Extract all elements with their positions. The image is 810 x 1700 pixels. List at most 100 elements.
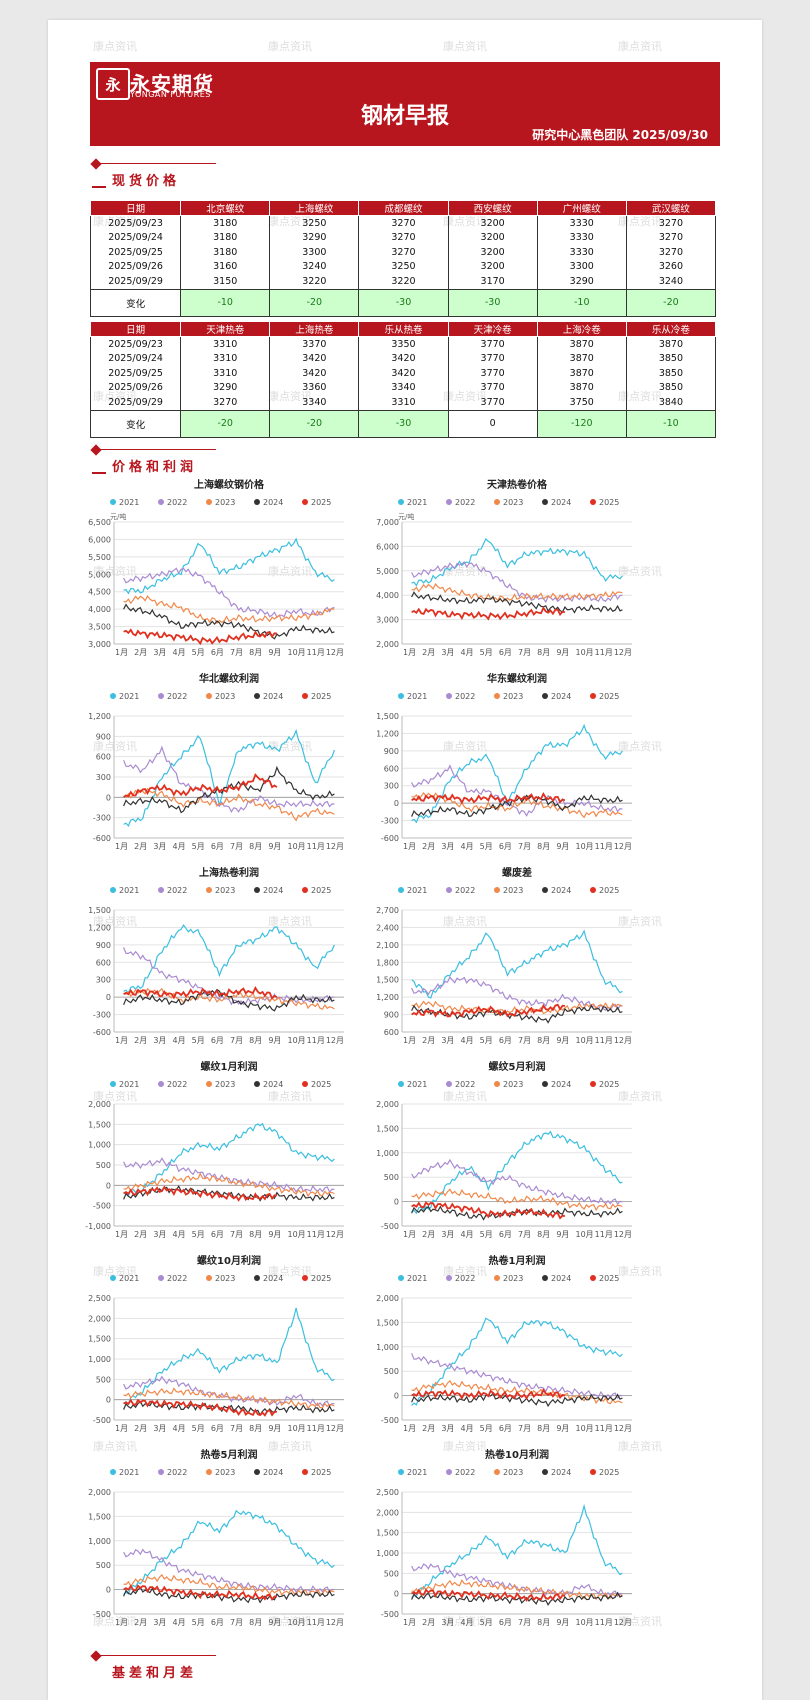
price-cell: 3170 [447,274,538,290]
table-row: 2025/09/25 3180 3300 3270 3200 3330 3270 [89,245,717,260]
legend-marker [158,1081,164,1087]
y-tick-label: 500 [384,1173,399,1182]
x-tick-label: 6月 [211,1036,224,1045]
x-tick-label: 11月 [595,1424,613,1433]
legend-marker [542,499,548,505]
legend-marker [398,693,404,699]
price-cell: 3220 [269,274,360,290]
x-tick-label: 6月 [211,1424,224,1433]
series-line-2023 [123,1172,335,1198]
series-line-2024 [123,988,335,1012]
change-cell: -30 [358,288,449,317]
y-tick-label: 2,000 [376,1100,399,1109]
chart-title: 螺废差 [502,866,532,879]
series-line-2022 [123,947,335,1006]
legend-marker [446,1081,452,1087]
legend-label: 2025 [311,886,331,895]
series-line-2022 [411,975,623,1011]
report-title: 钢材早报 [360,104,449,129]
legend-marker [206,693,212,699]
change-cell: -30 [358,409,449,438]
x-tick-label: 5月 [480,1424,493,1433]
series-line-2025 [411,792,566,805]
price-cell: 3770 [447,366,538,381]
line-chart: 螺废差 2021 2022 2023 2024 2025 600 900 1,200 1,500 1… [366,866,666,1056]
x-tick-label: 2月 [422,1424,435,1433]
legend-label: 2022 [455,692,475,701]
x-tick-label: 12月 [614,1424,632,1433]
change-row: 变化 -20 -20 -30 0 -120 -10 [89,409,717,438]
legend-marker [158,1275,164,1281]
column-header: 广州螺纹 [536,200,627,216]
series-line-2025 [123,1398,277,1417]
x-tick-label: 10月 [576,1618,594,1627]
x-tick-label: 6月 [499,1036,512,1045]
x-tick-label: 2月 [422,842,435,851]
chart-title: 热卷5月利润 [201,1448,258,1461]
x-tick-label: 8月 [537,648,550,657]
price-cell: 3290 [180,380,271,395]
price-cell: 3310 [180,366,271,381]
series-line-2025 [411,1200,566,1220]
section-title: 价格和利润 [112,460,198,475]
x-tick-label: 3月 [153,1230,166,1239]
legend-label: 2021 [407,1080,427,1089]
x-tick-label: 2月 [134,1036,147,1045]
price-cell: 3350 [358,336,449,352]
price-cell: 3770 [447,336,538,352]
x-tick-label: 5月 [480,648,493,657]
legend-marker [254,1469,260,1475]
price-cell: 3200 [447,230,538,245]
legend-marker [158,693,164,699]
series-line-2022 [411,1563,623,1598]
x-tick-label: 4月 [461,842,474,851]
x-tick-label: 2月 [134,842,147,851]
legend-label: 2023 [215,498,235,507]
table-row: 2025/09/23 3180 3250 3270 3200 3330 3270 [89,215,717,231]
y-tick-label: 7,000 [376,518,399,527]
x-tick-label: 10月 [288,1036,306,1045]
x-tick-label: 8月 [249,1424,262,1433]
legend-label: 2024 [551,1468,571,1477]
line-chart: 上海螺纹钢价格 2021 2022 2023 2024 2025 元/吨 3,000 3,500… [78,478,378,668]
y-tick-label: 1,000 [88,1141,111,1150]
price-cell: 3290 [536,274,627,290]
series-line-2025 [123,1185,277,1202]
legend-label: 2025 [311,498,331,507]
change-label: 变化 [89,288,182,317]
x-tick-label: 8月 [537,1618,550,1627]
y-tick-label: 900 [96,732,111,741]
y-tick-label: 1,000 [88,1537,111,1546]
legend-marker [446,887,452,893]
legend-marker [254,499,260,505]
series-line-2021 [123,728,335,828]
x-tick-label: 3月 [441,1036,454,1045]
x-tick-label: 2月 [422,1036,435,1045]
series-line-2023 [411,1579,623,1601]
price-cell: 3270 [625,245,717,260]
y-tick-label: -300 [381,817,399,826]
change-cell: -20 [180,409,271,438]
legend-label: 2021 [407,692,427,701]
x-tick-label: 10月 [288,842,306,851]
legend-label: 2022 [455,1080,475,1089]
chart-svg: 热卷10月利润 2021 2022 2023 2024 2025 -500 0 500 1,000… [376,1448,632,1627]
x-tick-label: 3月 [441,648,454,657]
x-tick-label: 5月 [192,1036,205,1045]
watermark-text: 康点资讯 [618,39,662,53]
x-tick-label: 6月 [211,842,224,851]
report-subtitle: 研究中心黑色团队 2025/09/30 [532,128,708,142]
y-tick-label: 5,000 [376,567,399,576]
change-cell: -30 [447,288,538,317]
legend-label: 2021 [119,692,139,701]
y-tick-label: -1,000 [85,1222,111,1231]
y-tick-label: 600 [96,958,111,967]
x-tick-label: 11月 [595,842,613,851]
price-cell: 3270 [358,245,449,260]
x-tick-label: 2月 [134,648,147,657]
series-line-2025 [411,606,566,621]
legend-label: 2021 [407,886,427,895]
y-tick-label: 1,500 [88,1120,111,1129]
price-cell: 3270 [358,215,449,231]
x-tick-label: 1月 [115,1036,128,1045]
